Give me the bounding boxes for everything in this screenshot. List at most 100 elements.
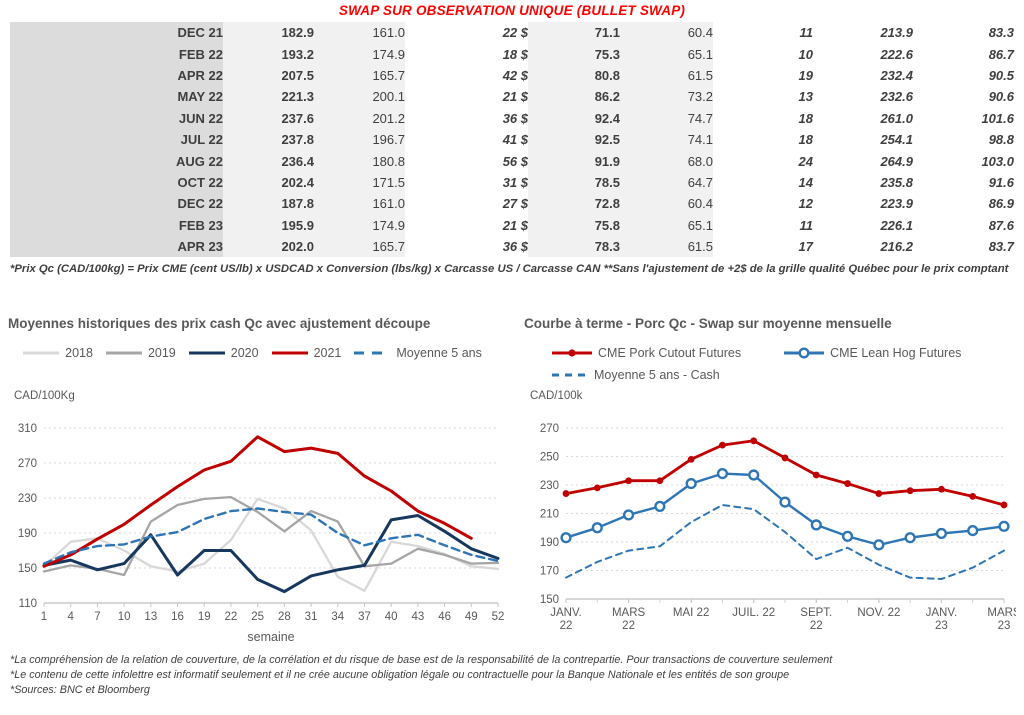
contract-month-cell: JUL 22 xyxy=(10,128,223,151)
value-cell: 237.6 xyxy=(223,107,314,129)
value-cell: 18 xyxy=(713,107,813,129)
value-cell: 165.7 xyxy=(314,64,405,87)
value-cell: 103.0 xyxy=(913,150,1014,172)
svg-text:22: 22 xyxy=(622,620,635,632)
svg-text:37: 37 xyxy=(358,611,371,623)
legend-swatch-line-open xyxy=(784,347,825,359)
legend-item: 2021 xyxy=(271,346,341,360)
value-cell: 232.4 xyxy=(813,64,913,87)
svg-text:230: 230 xyxy=(540,480,559,492)
svg-text:MARS: MARS xyxy=(612,607,646,619)
value-cell: 80.8 xyxy=(528,64,620,87)
table-row: DEC 22 187.8 161.0 27 $72.8 60.4 12 223.9 86.9 xyxy=(10,193,1014,215)
legend-label: CME Lean Hog Futures xyxy=(830,346,962,360)
contract-month-cell: APR 22 xyxy=(10,64,223,87)
value-cell: 12 xyxy=(713,193,813,215)
price-formula-footnote: *Prix Qc (CAD/100kg) = Prix CME (cent US… xyxy=(10,263,1009,275)
value-cell: 174.9 xyxy=(314,43,405,65)
page-title: SWAP SUR OBSERVATION UNIQUE (BULLET SWAP… xyxy=(338,3,686,18)
disclaimer-line: *Le contenu de cette infolettre est info… xyxy=(10,668,790,681)
value-cell: 19 xyxy=(713,64,813,87)
value-cell: 22 $ xyxy=(405,22,528,44)
table-row: OCT 22 202.4 171.5 31 $78.5 64.7 14 235.8 91.6 xyxy=(10,171,1014,194)
svg-text:JANV.: JANV. xyxy=(926,607,958,619)
swap-table: DEC 21 182.9 161.0 22 $71.1 60.4 11 213.9 83.3 F… xyxy=(10,22,1014,258)
value-cell: 182.9 xyxy=(223,22,314,44)
value-cell: 213.9 xyxy=(813,22,913,44)
legend-label: Moyenne 5 ans xyxy=(396,346,482,360)
value-cell: 92.4 xyxy=(528,107,620,129)
value-cell: 161.0 xyxy=(314,22,405,44)
value-cell: 73.2 xyxy=(620,86,713,108)
legend-swatch-line xyxy=(23,351,60,355)
value-cell: 10 xyxy=(713,43,813,65)
value-cell: 207.5 xyxy=(223,64,314,87)
contract-month-cell: FEB 23 xyxy=(10,214,223,236)
value-cell: 36 $ xyxy=(405,235,528,258)
value-cell: 61.5 xyxy=(620,235,713,258)
svg-text:52: 52 xyxy=(492,611,505,623)
historical-prices-chart: 310 270 230 190 150 110 1 4 7 10 13 16 19 22 25 28 31 34 3… xyxy=(18,423,505,644)
value-cell: 200.1 xyxy=(314,86,405,108)
svg-text:270: 270 xyxy=(540,423,559,435)
legend-label: 2019 xyxy=(147,346,176,360)
legend-item: 2018 xyxy=(22,346,93,360)
table-row: JUL 22 237.8 196.7 41 $92.5 74.1 18 254.1 98.8 xyxy=(10,128,1014,151)
legend-label: CME Pork Cutout Futures xyxy=(598,346,742,360)
value-cell: 65.1 xyxy=(620,43,713,65)
svg-text:1: 1 xyxy=(41,611,47,623)
svg-text:310: 310 xyxy=(18,423,37,435)
value-cell: 36 $ xyxy=(405,107,528,129)
svg-text:49: 49 xyxy=(465,611,478,623)
value-cell: 78.3 xyxy=(528,235,620,258)
value-cell: 64.7 xyxy=(620,171,713,194)
value-cell: 31 $ xyxy=(405,171,528,194)
value-cell: 236.4 xyxy=(223,150,314,172)
legend-item: Moyenne 5 ans - Cash xyxy=(551,368,720,382)
value-cell: 83.7 xyxy=(913,235,1014,258)
value-cell: 86.7 xyxy=(913,43,1014,65)
svg-text:22: 22 xyxy=(810,620,823,632)
disclaimers: *La compréhension de la relation de couv… xyxy=(10,653,1014,697)
historical-chart-section: Moyennes historiques des prix cash Qc av… xyxy=(8,316,508,645)
value-cell: 202.0 xyxy=(223,235,314,258)
contract-month-cell: DEC 22 xyxy=(10,193,223,215)
svg-text:NOV. 22: NOV. 22 xyxy=(857,607,900,619)
value-cell: 254.1 xyxy=(813,128,913,151)
value-cell: 13 xyxy=(713,86,813,108)
value-cell: 11 xyxy=(713,22,813,44)
value-cell: 261.0 xyxy=(813,107,913,129)
forward-curve-chart-title: Courbe à terme - Porc Qc - Swap sur moye… xyxy=(524,316,892,331)
value-cell: 91.9 xyxy=(528,150,620,172)
value-cell: 83.3 xyxy=(913,22,1014,44)
legend-swatch-line xyxy=(105,351,142,355)
value-cell: 90.6 xyxy=(913,86,1014,108)
value-cell: 221.3 xyxy=(223,86,314,108)
contract-month-cell: JUN 22 xyxy=(10,107,223,129)
value-cell: 92.5 xyxy=(528,128,620,151)
svg-text:22: 22 xyxy=(225,611,238,623)
svg-text:31: 31 xyxy=(305,611,318,623)
value-cell: 264.9 xyxy=(813,150,913,172)
value-cell: 201.2 xyxy=(314,107,405,129)
forward-curve-y-axis-label: CAD/100k xyxy=(530,390,583,402)
svg-text:170: 170 xyxy=(540,566,559,578)
value-cell: 223.9 xyxy=(813,193,913,215)
value-cell: 90.5 xyxy=(913,64,1014,87)
svg-text:210: 210 xyxy=(540,509,559,521)
contract-month-cell: APR 23 xyxy=(10,235,223,258)
value-cell: 174.9 xyxy=(314,214,405,236)
legend-label: 2020 xyxy=(230,346,259,360)
svg-text:SEPT.: SEPT. xyxy=(800,607,832,619)
svg-text:23: 23 xyxy=(935,620,948,632)
table-row: FEB 23 195.9 174.9 21 $75.8 65.1 11 226.1 87.6 xyxy=(10,214,1014,236)
value-cell: 21 $ xyxy=(405,86,528,108)
historical-chart-y-axis-label: CAD/100Kg xyxy=(14,390,75,402)
svg-text:JUIL. 22: JUIL. 22 xyxy=(732,607,775,619)
value-cell: 235.8 xyxy=(813,171,913,194)
value-cell: 161.0 xyxy=(314,193,405,215)
svg-text:46: 46 xyxy=(438,611,451,623)
svg-text:JANV.: JANV. xyxy=(550,607,582,619)
value-cell: 91.6 xyxy=(913,171,1014,194)
